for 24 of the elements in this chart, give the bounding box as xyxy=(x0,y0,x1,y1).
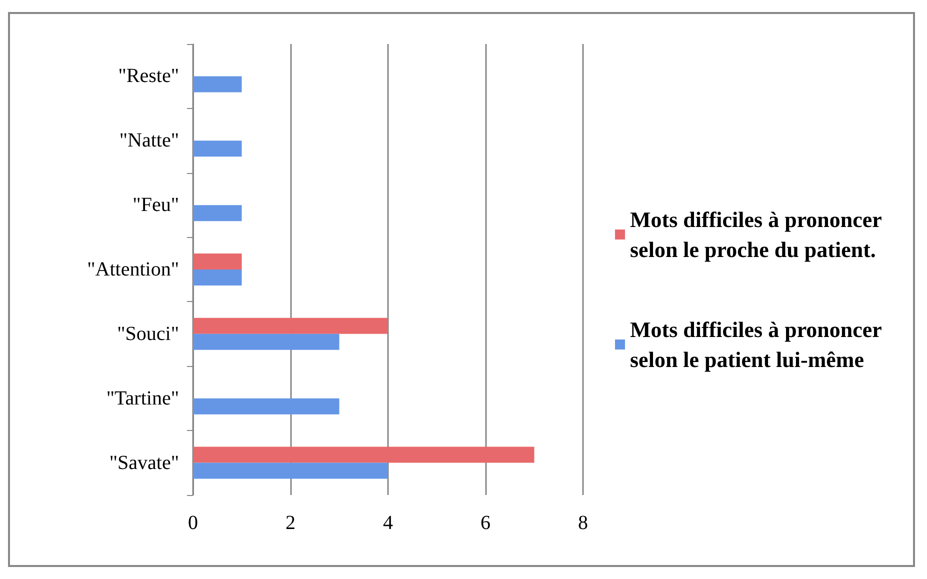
y-tick-label: "Natte" xyxy=(119,130,179,152)
x-tick-label: 8 xyxy=(578,512,588,534)
bar xyxy=(193,446,534,463)
bar xyxy=(193,254,242,270)
bar xyxy=(193,270,242,286)
bar xyxy=(193,318,388,334)
y-tick-label: "Feu" xyxy=(132,194,179,216)
bar xyxy=(193,462,388,479)
y-tick-label: "Savate" xyxy=(109,452,179,474)
bar xyxy=(193,334,340,350)
bar xyxy=(193,205,242,222)
bar xyxy=(193,140,242,157)
x-tick-label: 2 xyxy=(286,512,296,534)
x-tick-label: 0 xyxy=(188,512,198,534)
bar xyxy=(193,76,242,92)
y-tick-label: "Tartine" xyxy=(106,387,179,410)
y-tick-label: "Reste" xyxy=(118,65,179,88)
bar xyxy=(193,398,340,414)
y-tick-label: "Attention" xyxy=(87,258,179,280)
legend-label: Mots difficiles à prononcer selon le proche du patient. xyxy=(630,207,888,262)
x-tick-label: 6 xyxy=(480,512,490,534)
y-tick-label: "Souci" xyxy=(117,322,179,345)
legend-label: Mots difficiles à prononcer selon le patient lui-même xyxy=(630,317,888,372)
x-tick-label: 4 xyxy=(383,512,393,534)
